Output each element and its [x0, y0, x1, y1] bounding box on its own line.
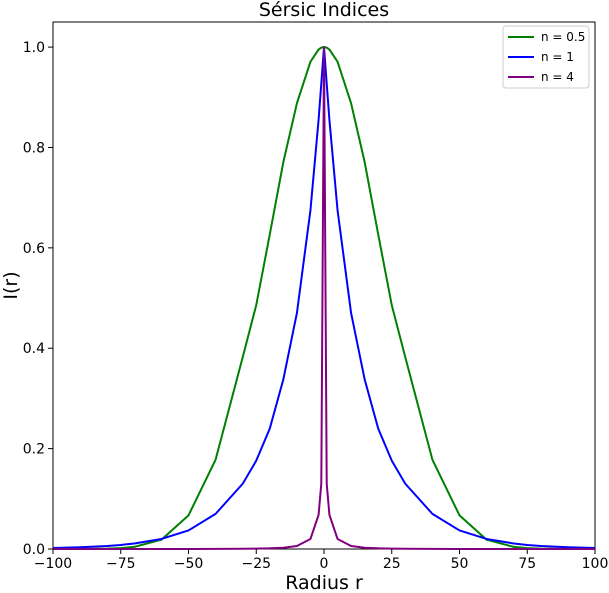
y-tick-label: 0.8	[23, 140, 45, 156]
x-axis: −100 −75 −50 −25 0 25 50 75 100	[34, 549, 609, 572]
y-axis-label: I(r)	[0, 271, 22, 299]
x-tick-label: 0	[320, 556, 329, 572]
series-line-3	[53, 46, 595, 550]
legend-label: n = 1	[541, 50, 574, 64]
x-axis-label: Radius r	[285, 572, 363, 593]
y-tick-label: 0.6	[23, 241, 45, 257]
x-tick-label: 50	[451, 556, 469, 572]
x-tick-label: 25	[383, 556, 401, 572]
x-tick-label: −25	[241, 556, 271, 572]
x-tick-label: 75	[518, 556, 536, 572]
x-tick-label: 100	[582, 556, 609, 572]
legend-label: n = 0.5	[541, 30, 585, 44]
y-tick-label: 0.4	[23, 341, 45, 357]
chart-title: Sérsic Indices	[259, 0, 389, 21]
y-tick-label: 1.0	[23, 40, 45, 56]
x-tick-label: −50	[174, 556, 204, 572]
legend-box	[502, 25, 590, 89]
legend-label: n = 4	[541, 70, 574, 84]
x-tick-label: −75	[106, 556, 136, 572]
legend: n = 0.5 n = 1 n = 4	[502, 25, 590, 89]
y-tick-label: 0.0	[23, 542, 45, 558]
x-tick-label: −100	[34, 556, 72, 572]
series-layer	[52, 46, 596, 550]
y-tick-label: 0.2	[23, 442, 45, 458]
y-axis: 0.0 0.2 0.4 0.6 0.8 1.0	[23, 40, 53, 558]
